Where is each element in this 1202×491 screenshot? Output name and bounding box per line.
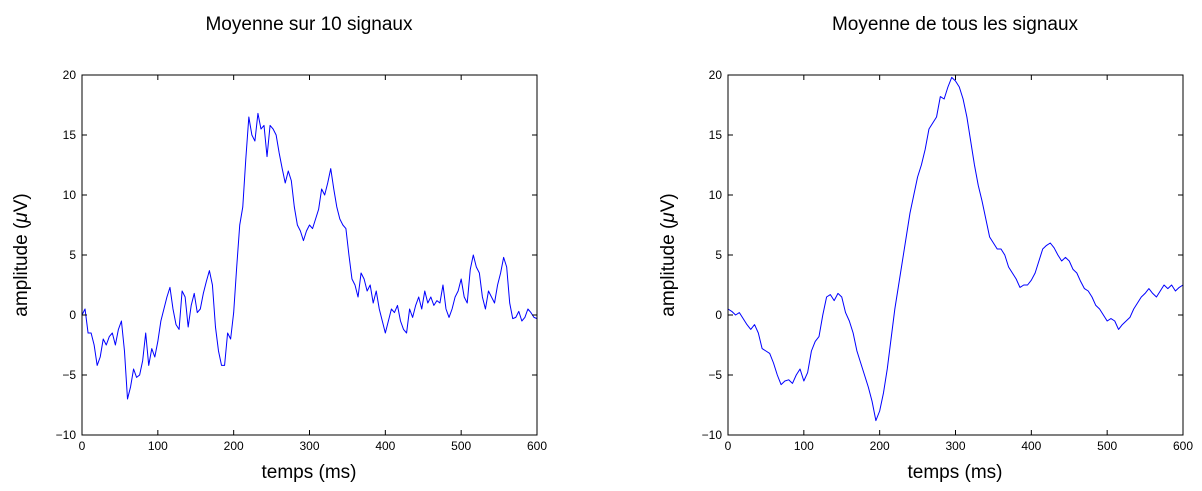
x-tick-label: 600 <box>527 439 547 453</box>
x-tick-label: 100 <box>794 439 814 453</box>
x-tick-label: 200 <box>870 439 890 453</box>
x-tick-label: 600 <box>1173 439 1193 453</box>
x-tick-label: 0 <box>725 439 732 453</box>
series-line <box>727 76 1184 422</box>
chart-marks: 0 100 200 300 400 500 600 −10 −5 0 5 10 15 20 <box>702 68 1194 453</box>
y-tick-label: 5 <box>69 248 76 262</box>
series-line <box>81 112 538 400</box>
x-tick-label: 500 <box>1097 439 1117 453</box>
chart-panel-left: Moyenne sur 10 signaux temps (ms) amplit… <box>11 14 547 483</box>
x-tick-label: 100 <box>148 439 168 453</box>
plot-frame <box>81 74 538 436</box>
y-tick-label: −5 <box>708 368 722 382</box>
y-tick-label: 0 <box>69 308 76 322</box>
y-tick-label: 15 <box>709 128 723 142</box>
plot-frame <box>727 74 1184 436</box>
y-tick-label: −5 <box>62 368 76 382</box>
x-tick-label: 300 <box>299 439 319 453</box>
y-tick-label: 15 <box>63 128 77 142</box>
x-tick-label: 400 <box>375 439 395 453</box>
x-axis-label: temps (ms) <box>262 462 357 483</box>
x-axis-label: temps (ms) <box>908 462 1003 483</box>
x-tick-label: 300 <box>945 439 965 453</box>
x-tick-label: 0 <box>79 439 86 453</box>
y-axis-label: amplitude (μV) <box>11 193 32 316</box>
x-tick-label: 400 <box>1021 439 1041 453</box>
y-tick-label: −10 <box>702 428 723 442</box>
chart-panel-right: Moyenne de tous les signaux temps (ms) a… <box>658 14 1193 483</box>
chart-title: Moyenne sur 10 signaux <box>205 14 413 35</box>
y-tick-label: 10 <box>63 188 77 202</box>
y-axis-label: amplitude (μV) <box>658 193 679 316</box>
x-tick-label: 200 <box>224 439 244 453</box>
chart-title: Moyenne de tous les signaux <box>832 14 1079 35</box>
y-tick-label: 5 <box>715 248 722 262</box>
y-tick-label: −10 <box>56 428 77 442</box>
x-tick-label: 500 <box>451 439 471 453</box>
chart-marks: 0 100 200 300 400 500 600 −10 −5 0 5 10 15 20 <box>56 68 548 453</box>
y-tick-label: 20 <box>709 68 723 82</box>
y-tick-label: 0 <box>715 308 722 322</box>
y-tick-label: 20 <box>63 68 77 82</box>
y-tick-label: 10 <box>709 188 723 202</box>
